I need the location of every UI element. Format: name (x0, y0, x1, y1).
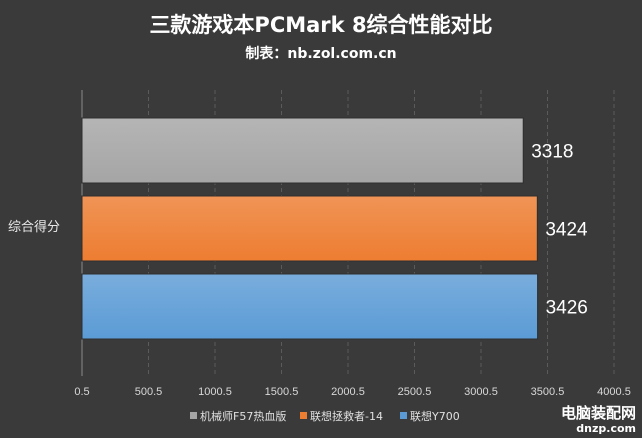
x-tick-label: 0.5 (74, 386, 89, 398)
x-tick-label: 3500.5 (531, 386, 565, 398)
category-labels: 综合得分 (8, 219, 60, 235)
x-tick-label: 1000.5 (198, 386, 232, 398)
data-label: 3318 (531, 142, 573, 163)
bar-1 (81, 195, 538, 262)
x-tick-label: 1500.5 (265, 386, 299, 398)
bars: 3318 3424 3426 (81, 117, 588, 340)
watermark-main: 电脑装配网 (560, 404, 636, 422)
legend-label: 联想Y700 (410, 409, 460, 423)
x-tick-label: 3000.5 (464, 386, 498, 398)
x-axis-ticks: 0.5 500.5 1000.5 1500.5 2000.5 2500.5 3000.5 35… (74, 386, 630, 398)
legend: 机械师F57热血版 联想拯救者-14 联想Y700 (190, 409, 460, 423)
category-label: 综合得分 (8, 219, 60, 235)
x-tick-label: 2000.5 (331, 386, 365, 398)
legend-swatch (190, 412, 197, 419)
x-tick-label: 500.5 (135, 386, 163, 398)
legend-label: 联想拯救者-14 (310, 409, 383, 423)
data-label: 3426 (546, 298, 588, 319)
legend-swatch (300, 412, 307, 419)
data-label: 3424 (545, 220, 588, 241)
legend-label: 机械师F57热血版 (200, 409, 286, 423)
bar-2 (81, 273, 539, 340)
watermark-sub: dnzp.com (576, 422, 636, 435)
x-tick-label: 4000.5 (597, 386, 631, 398)
bar-0 (81, 117, 524, 184)
watermark: 电脑装配网 dnzp.com (560, 404, 636, 435)
x-tick-label: 2500.5 (398, 386, 432, 398)
chart-title: 三款游戏本PCMark 8综合性能对比 (149, 13, 492, 37)
chart-subtitle: 制表：nb.zol.com.cn (245, 45, 396, 62)
legend-swatch (400, 412, 407, 419)
